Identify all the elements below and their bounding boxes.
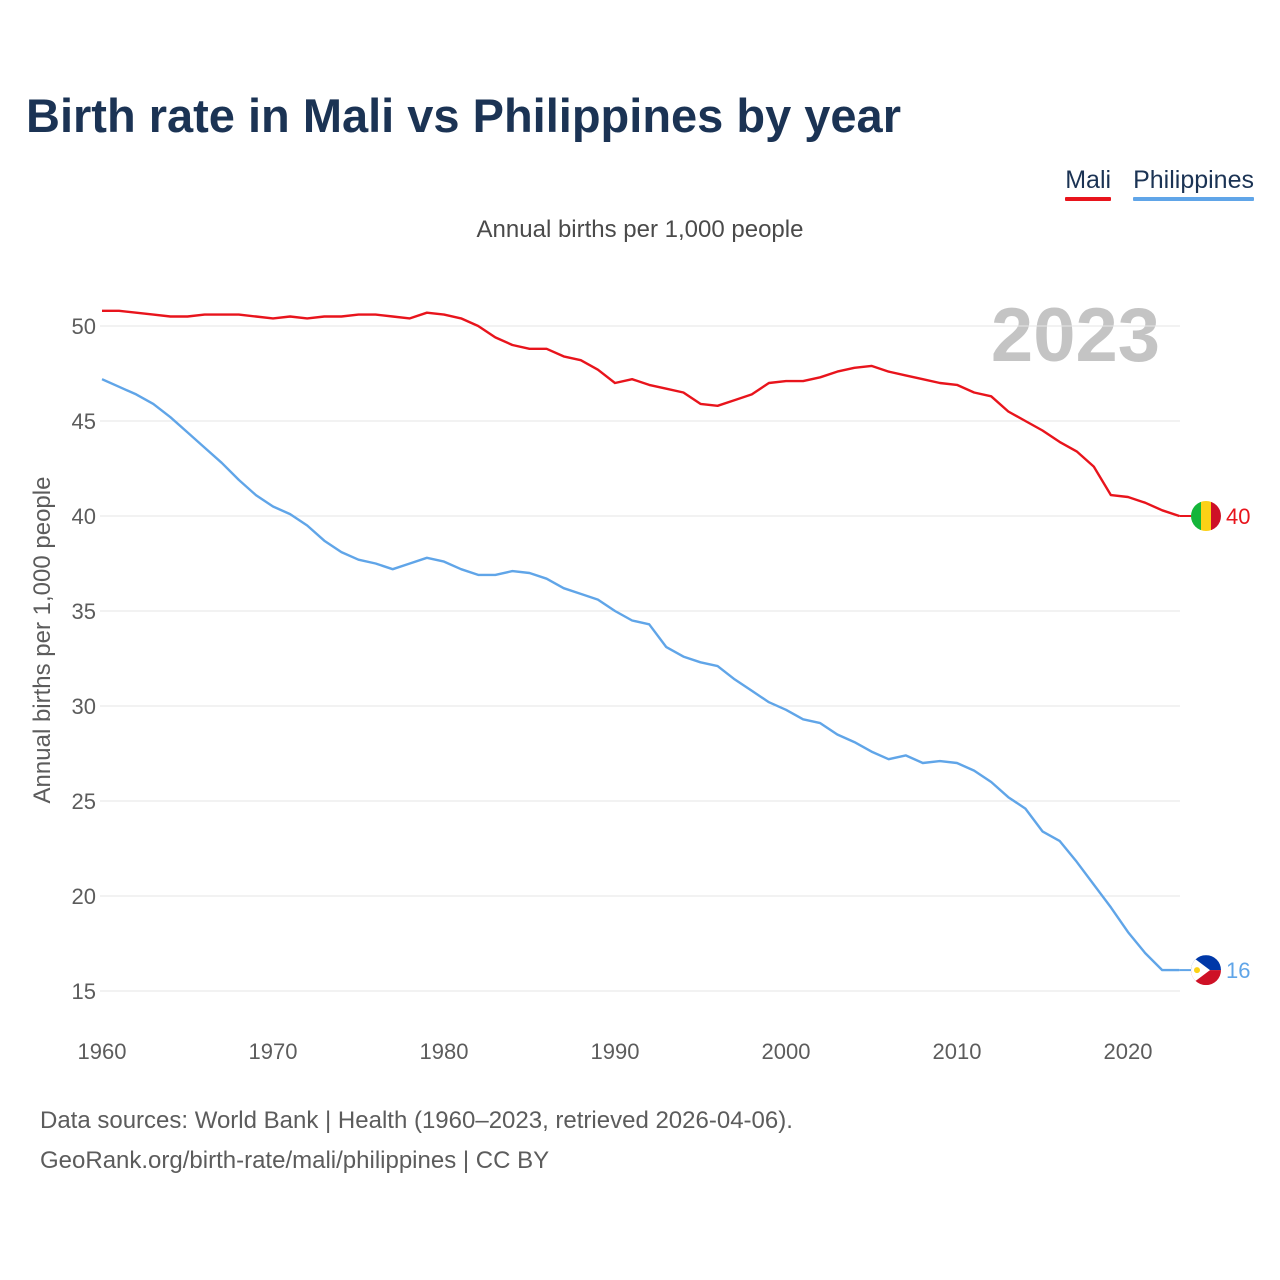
mali-end-label: 40 xyxy=(1226,504,1250,529)
y-tick-label-45: 45 xyxy=(72,409,96,434)
chart-subtitle: Annual births per 1,000 people xyxy=(476,216,804,243)
y-tick-label-15: 15 xyxy=(72,979,96,1004)
series-line-mali xyxy=(102,309,1180,518)
footer-url[interactable]: GeoRank.org/birth-rate/mali/philippines … xyxy=(40,1147,550,1174)
legend-item-mali[interactable]: Mali xyxy=(1065,166,1112,201)
x-tick-label-2020: 2020 xyxy=(1104,1039,1153,1064)
x-tick-label-1970: 1970 xyxy=(249,1039,298,1064)
x-tick-label-1980: 1980 xyxy=(420,1039,469,1064)
x-tick-label-1990: 1990 xyxy=(591,1039,640,1064)
legend-label-philippines: Philippines xyxy=(1133,166,1254,194)
legend-label-mali: Mali xyxy=(1065,166,1112,194)
year-badge: 2023 xyxy=(991,293,1160,378)
y-tick-label-35: 35 xyxy=(72,599,96,624)
mali-flag-icon xyxy=(1191,501,1221,531)
x-tick-label-2000: 2000 xyxy=(762,1039,811,1064)
legend: Mali Philippines xyxy=(1065,166,1254,201)
y-tick-label-30: 30 xyxy=(72,694,96,719)
y-tick-label-50: 50 xyxy=(72,314,96,339)
series-line-philippines xyxy=(101,378,1180,972)
y-tick-label-40: 40 xyxy=(72,504,96,529)
y-tick-label-25: 25 xyxy=(72,789,96,814)
y-axis-label: Annual births per 1,000 people xyxy=(29,477,56,804)
chart-title: Birth rate in Mali vs Philippines by yea… xyxy=(26,89,901,142)
footer-sources: Data sources: World Bank | Health (1960–… xyxy=(40,1107,793,1134)
legend-swatch-mali xyxy=(1065,197,1112,201)
legend-item-philippines[interactable]: Philippines xyxy=(1133,166,1254,201)
x-tick-label-2010: 2010 xyxy=(933,1039,982,1064)
y-tick-label-20: 20 xyxy=(72,884,96,909)
x-tick-label-1960: 1960 xyxy=(78,1039,127,1064)
philippines-flag-icon xyxy=(1191,955,1221,986)
philippines-end-label: 16 xyxy=(1226,958,1250,983)
legend-swatch-philippines xyxy=(1133,197,1254,201)
